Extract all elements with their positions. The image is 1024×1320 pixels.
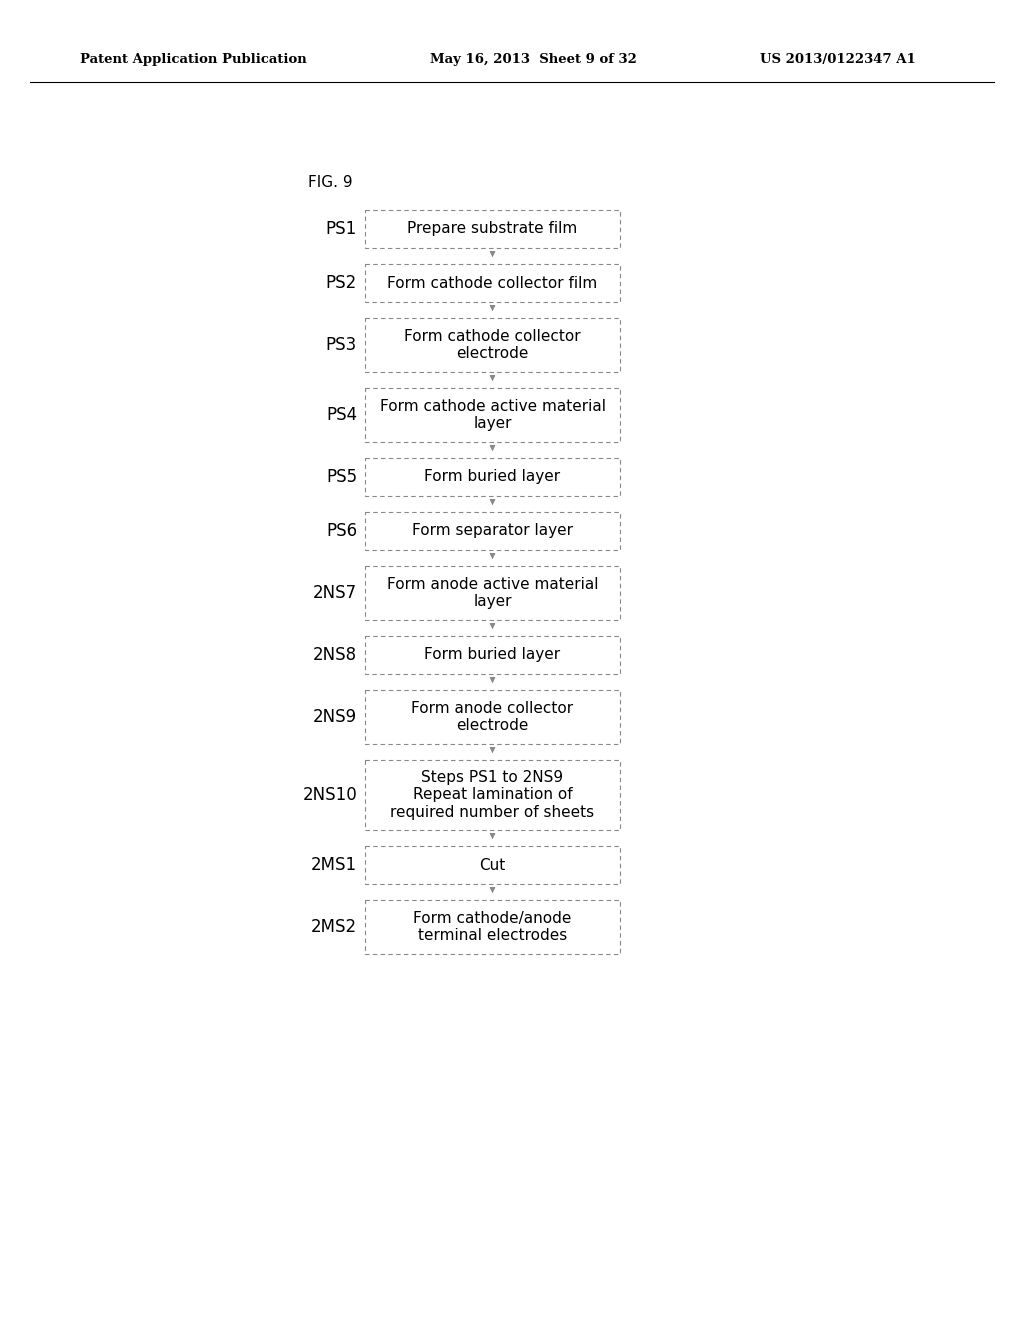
Text: PS2: PS2: [326, 275, 357, 292]
Text: Form cathode collector
electrode: Form cathode collector electrode: [404, 329, 581, 362]
FancyBboxPatch shape: [365, 566, 620, 620]
Text: Form cathode/anode
terminal electrodes: Form cathode/anode terminal electrodes: [414, 911, 571, 944]
Text: May 16, 2013  Sheet 9 of 32: May 16, 2013 Sheet 9 of 32: [430, 54, 637, 66]
FancyBboxPatch shape: [365, 760, 620, 830]
Text: Form separator layer: Form separator layer: [412, 524, 573, 539]
FancyBboxPatch shape: [365, 388, 620, 442]
Text: PS6: PS6: [326, 521, 357, 540]
FancyBboxPatch shape: [365, 318, 620, 372]
FancyBboxPatch shape: [365, 264, 620, 302]
Text: 2MS2: 2MS2: [311, 917, 357, 936]
FancyBboxPatch shape: [365, 512, 620, 550]
FancyBboxPatch shape: [365, 846, 620, 884]
Text: Form cathode collector film: Form cathode collector film: [387, 276, 598, 290]
Text: Patent Application Publication: Patent Application Publication: [80, 54, 307, 66]
FancyBboxPatch shape: [365, 636, 620, 675]
Text: Form cathode active material
layer: Form cathode active material layer: [380, 399, 605, 432]
FancyBboxPatch shape: [365, 900, 620, 954]
Text: Cut: Cut: [479, 858, 506, 873]
Text: Form buried layer: Form buried layer: [424, 648, 560, 663]
Text: PS1: PS1: [326, 220, 357, 238]
Text: PS4: PS4: [326, 407, 357, 424]
Text: PS5: PS5: [326, 469, 357, 486]
Text: Steps PS1 to 2NS9
Repeat lamination of
required number of sheets: Steps PS1 to 2NS9 Repeat lamination of r…: [390, 770, 595, 820]
Text: 2NS10: 2NS10: [302, 785, 357, 804]
Text: 2NS7: 2NS7: [313, 583, 357, 602]
Text: US 2013/0122347 A1: US 2013/0122347 A1: [760, 54, 915, 66]
Text: 2MS1: 2MS1: [311, 855, 357, 874]
FancyBboxPatch shape: [365, 458, 620, 496]
Text: FIG. 9: FIG. 9: [308, 176, 352, 190]
Text: PS3: PS3: [326, 337, 357, 354]
Text: 2NS8: 2NS8: [313, 645, 357, 664]
Text: Form anode collector
electrode: Form anode collector electrode: [412, 701, 573, 733]
Text: Prepare substrate film: Prepare substrate film: [408, 222, 578, 236]
FancyBboxPatch shape: [365, 210, 620, 248]
Text: Form anode active material
layer: Form anode active material layer: [387, 577, 598, 610]
FancyBboxPatch shape: [365, 690, 620, 744]
Text: 2NS9: 2NS9: [313, 708, 357, 726]
Text: Form buried layer: Form buried layer: [424, 470, 560, 484]
